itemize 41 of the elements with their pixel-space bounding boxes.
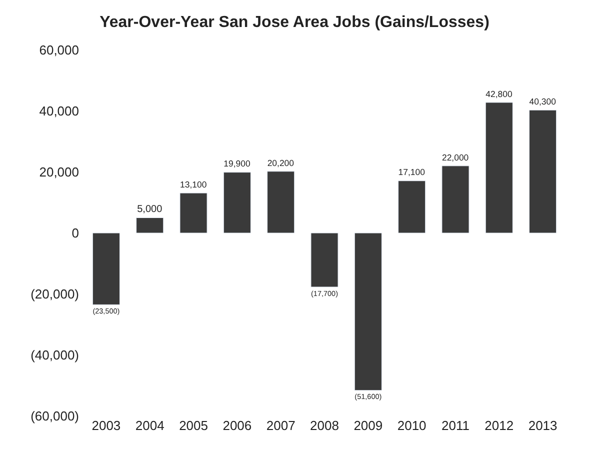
data-label: (51,600) — [354, 392, 382, 402]
y-tick-label: (40,000) — [30, 348, 79, 363]
bar — [136, 218, 164, 234]
data-label: 5,000 — [137, 204, 163, 215]
x-tick-label: 2012 — [484, 418, 514, 433]
data-label: 20,200 — [267, 158, 294, 168]
bar — [267, 171, 295, 234]
data-label: 22,000 — [442, 152, 469, 162]
y-tick-label: (20,000) — [30, 286, 79, 302]
bar — [354, 232, 382, 391]
chart-title: Year-Over-Year San Jose Area Jobs (Gains/Losses) — [100, 14, 490, 31]
x-tick-label: 2005 — [179, 418, 208, 433]
bar — [223, 172, 251, 234]
x-tick-label: 2004 — [135, 418, 164, 433]
bar — [398, 180, 426, 234]
data-label: 13,100 — [180, 179, 207, 190]
bar — [310, 232, 338, 288]
x-tick-label: 2010 — [397, 418, 426, 433]
x-tick-label: 2006 — [222, 418, 252, 433]
y-tick-label: 20,000 — [39, 164, 79, 180]
x-tick-label: 2007 — [266, 418, 296, 433]
data-label: (23,500) — [92, 306, 120, 316]
y-tick-label: 40,000 — [39, 104, 79, 119]
data-label: 40,300 — [529, 96, 556, 106]
bar — [92, 232, 120, 305]
bar — [180, 192, 208, 234]
y-tick-label: 60,000 — [39, 42, 79, 58]
data-label: (17,700) — [310, 288, 338, 298]
data-label: 42,800 — [486, 88, 512, 99]
bar — [485, 102, 513, 234]
x-tick-label: 2003 — [92, 418, 121, 433]
data-label: 17,100 — [398, 167, 426, 178]
data-label: 19,900 — [224, 158, 250, 169]
bar — [442, 166, 470, 234]
x-tick-label: 2013 — [528, 418, 558, 433]
y-tick-label: (60,000) — [30, 408, 79, 424]
x-tick-label: 2011 — [441, 418, 470, 433]
x-tick-label: 2009 — [354, 418, 383, 433]
x-tick-label: 2008 — [310, 418, 339, 433]
y-tick-label: 0 — [72, 226, 79, 241]
bar — [529, 110, 557, 234]
